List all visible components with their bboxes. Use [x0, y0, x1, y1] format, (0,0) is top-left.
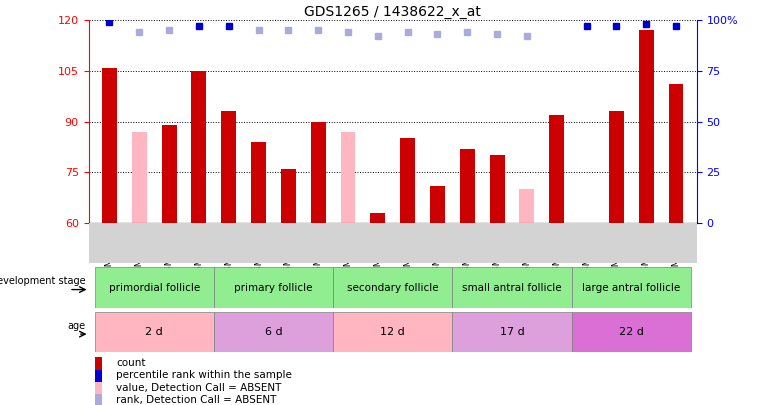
Bar	[95, 394, 102, 405]
Bar	[460, 149, 474, 223]
Bar	[333, 267, 452, 308]
Bar	[571, 267, 691, 308]
Bar	[340, 132, 356, 223]
Bar	[549, 115, 564, 223]
Text: development stage: development stage	[0, 277, 86, 286]
Text: rank, Detection Call = ABSENT: rank, Detection Call = ABSENT	[116, 394, 276, 405]
Text: count: count	[116, 358, 146, 368]
Bar	[370, 213, 385, 223]
Bar	[490, 155, 504, 223]
Text: primary follicle: primary follicle	[234, 283, 313, 292]
Bar	[668, 84, 684, 223]
Bar	[311, 122, 326, 223]
Bar	[221, 111, 236, 223]
Bar	[132, 132, 147, 223]
Text: percentile rank within the sample: percentile rank within the sample	[116, 370, 292, 380]
Bar	[251, 142, 266, 223]
Bar	[95, 357, 102, 371]
Text: 17 d: 17 d	[500, 327, 524, 337]
Bar	[192, 71, 206, 223]
Text: small antral follicle: small antral follicle	[462, 283, 562, 292]
Bar	[430, 185, 445, 223]
Bar	[95, 382, 102, 395]
Bar	[452, 312, 571, 352]
Text: large antral follicle: large antral follicle	[582, 283, 681, 292]
Bar	[638, 30, 654, 223]
Text: 22 d: 22 d	[619, 327, 644, 337]
Bar	[95, 312, 214, 352]
Bar	[95, 267, 214, 308]
Bar	[162, 125, 176, 223]
Bar	[609, 111, 624, 223]
Bar	[102, 68, 117, 223]
Text: 6 d: 6 d	[265, 327, 283, 337]
Bar	[214, 312, 333, 352]
Bar	[400, 139, 415, 223]
Bar	[452, 267, 571, 308]
Bar	[333, 312, 452, 352]
Text: 12 d: 12 d	[380, 327, 405, 337]
Bar	[214, 267, 333, 308]
Text: secondary follicle: secondary follicle	[347, 283, 438, 292]
Text: 2 d: 2 d	[146, 327, 163, 337]
Text: age: age	[68, 321, 86, 331]
Bar	[520, 189, 534, 223]
Bar	[571, 312, 691, 352]
Text: value, Detection Call = ABSENT: value, Detection Call = ABSENT	[116, 382, 281, 392]
Bar	[281, 169, 296, 223]
Bar	[95, 369, 102, 383]
Title: GDS1265 / 1438622_x_at: GDS1265 / 1438622_x_at	[304, 5, 481, 19]
Text: primordial follicle: primordial follicle	[109, 283, 199, 292]
